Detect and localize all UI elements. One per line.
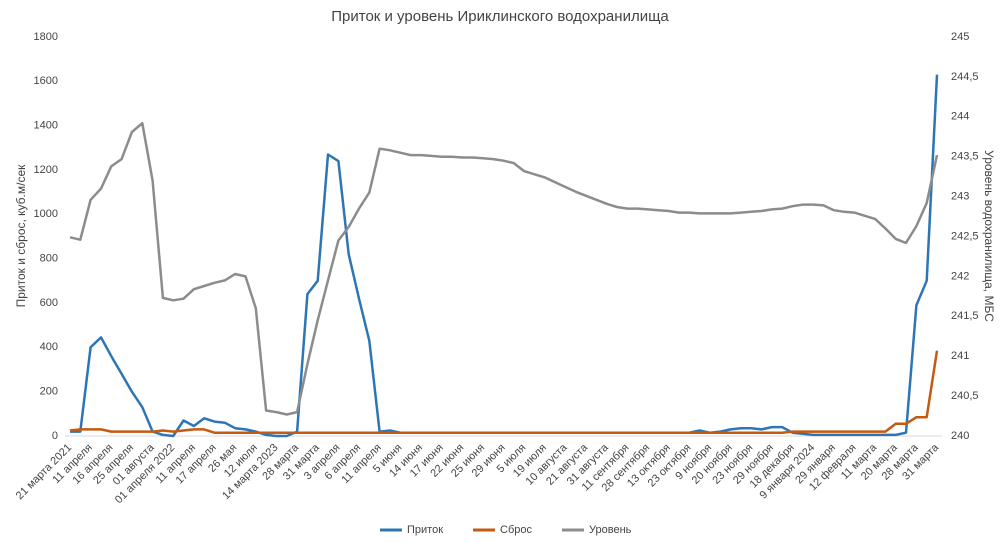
series-line <box>69 350 939 434</box>
y2-tick-label: 243 <box>951 191 969 203</box>
y2-tick-label: 245 <box>951 31 969 43</box>
y-tick-label: 1800 <box>34 31 58 43</box>
y-tick-label: 1400 <box>34 120 58 132</box>
legend-label: Приток <box>407 524 443 536</box>
y2-tick-label: 240 <box>951 430 969 442</box>
y-axis-label: Приток и сброс, куб.м/сек <box>14 164 28 308</box>
y-tick-label: 0 <box>52 430 58 442</box>
y2-tick-label: 244,5 <box>951 71 979 83</box>
y2-tick-label: 242,5 <box>951 230 979 242</box>
legend-label: Сброс <box>500 524 532 536</box>
y2-tick-label: 240,5 <box>951 390 979 402</box>
y-tick-label: 800 <box>40 253 58 265</box>
y2-tick-label: 243,5 <box>951 151 979 163</box>
y2-tick-label: 241 <box>951 350 969 362</box>
y2-tick-label: 244 <box>951 111 969 123</box>
y2-axis-label: Уровень водохранилища, МБС <box>982 150 996 322</box>
y-tick-label: 200 <box>40 386 58 398</box>
series-line <box>69 121 939 416</box>
y-tick-label: 1200 <box>34 164 58 176</box>
y2-tick-label: 242 <box>951 270 969 282</box>
chart-title: Приток и уровень Ириклинского водохранил… <box>331 8 669 25</box>
y2-tick-label: 241,5 <box>951 310 979 322</box>
y-tick-label: 1600 <box>34 75 58 87</box>
y-tick-label: 400 <box>40 341 58 353</box>
legend-label: Уровень <box>589 524 632 536</box>
y-tick-label: 600 <box>40 297 58 309</box>
y-tick-label: 1000 <box>34 208 58 220</box>
series-line <box>70 74 939 438</box>
